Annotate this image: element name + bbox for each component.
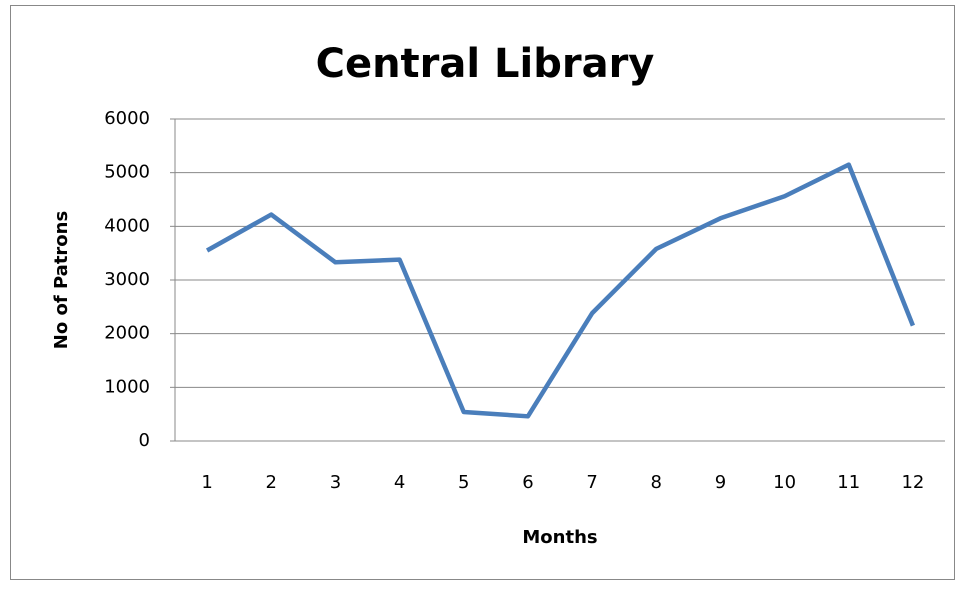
- data-line: [205, 162, 916, 419]
- chart-title: Central Library: [316, 41, 655, 87]
- x-axis-label: Months: [522, 527, 597, 548]
- y-tick-label: 5000: [104, 162, 150, 183]
- x-tick-label: 5: [458, 472, 469, 493]
- y-tick-label: 3000: [104, 269, 150, 290]
- y-axis-label: No of Patrons: [51, 211, 72, 349]
- x-tick-label: 12: [901, 472, 924, 493]
- x-tick-label: 3: [330, 472, 341, 493]
- y-tick-label: 0: [139, 430, 150, 451]
- x-tick-label: 8: [651, 472, 662, 493]
- y-tick-label: 6000: [104, 108, 150, 129]
- x-tick-label: 10: [773, 472, 796, 493]
- y-tick-label: 2000: [104, 323, 150, 344]
- x-tick-label: 2: [266, 472, 277, 493]
- y-tick-label: 4000: [104, 215, 150, 236]
- x-tick-label: 11: [837, 472, 860, 493]
- x-tick-label: 4: [394, 472, 405, 493]
- chart-frame: [10, 5, 955, 580]
- x-tick-label: 9: [715, 472, 726, 493]
- x-tick-label: 1: [201, 472, 212, 493]
- x-tick-label: 7: [586, 472, 597, 493]
- y-tick-label: 1000: [104, 376, 150, 397]
- x-tick-label: 6: [522, 472, 533, 493]
